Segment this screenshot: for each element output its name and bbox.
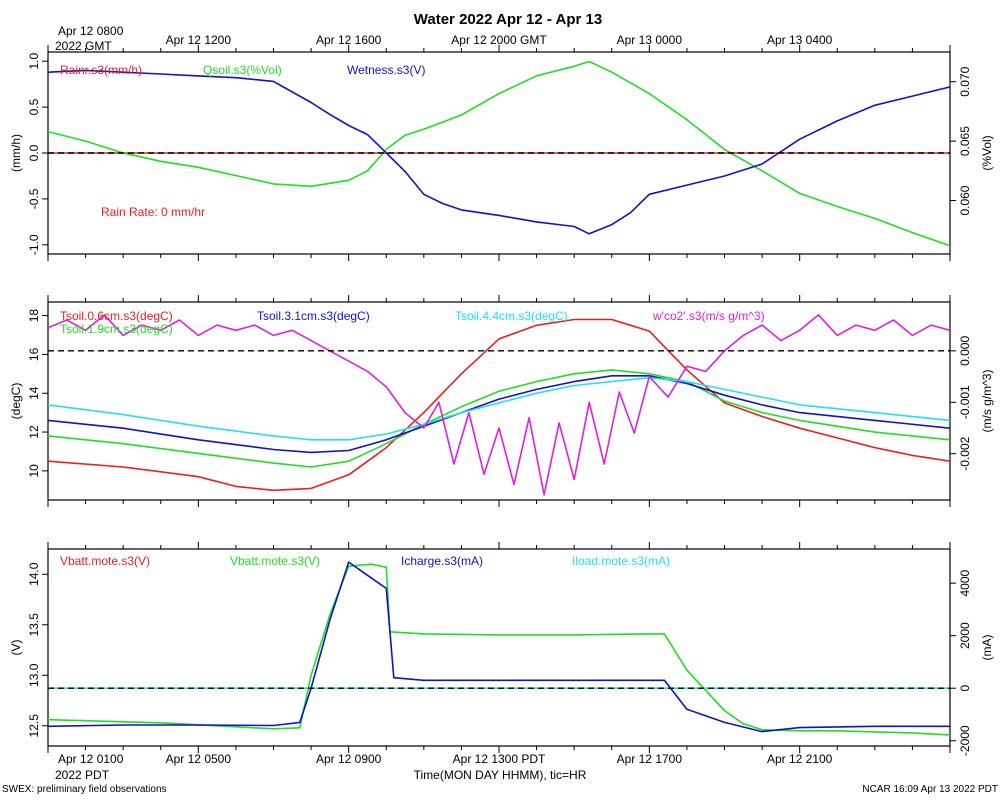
- left-y-tick-label: 16: [27, 347, 41, 361]
- right-y-axis-label: (m/s g/m^3): [980, 370, 994, 433]
- series-line: [48, 69, 950, 235]
- top-axis-time-label: Apr 12 1200: [166, 33, 232, 47]
- left-y-tick-label: 18: [27, 309, 41, 323]
- legend-entry: Tsoil.0.6cm.s3(degC): [60, 309, 173, 323]
- series-line: [48, 318, 950, 492]
- top-axis-first-label-line2: 2022 GMT: [55, 39, 112, 53]
- series-line: [48, 369, 950, 468]
- left-y-tick-label: 13.5: [27, 613, 41, 637]
- bottom-axis-time-label: Apr 12 1300 PDT: [453, 752, 546, 766]
- left-y-tick-label: 12.5: [27, 714, 41, 738]
- right-y-tick-label: 0.070: [958, 66, 972, 96]
- left-y-tick-label: 12: [27, 425, 41, 439]
- legend-entry: Rainr.s3(mm/h): [60, 63, 142, 77]
- bottom-time-axis: Apr 12 0100 2022 PDT Apr 12 0500 Apr 12 0…: [55, 752, 833, 782]
- plot-frame: [47, 548, 951, 747]
- left-y-tick-label: 13.0: [27, 663, 41, 687]
- right-y-tick-label: -0.002: [958, 436, 972, 470]
- bottom-axis-first-label-line2: 2022 PDT: [55, 768, 110, 782]
- series-layer: [48, 561, 950, 736]
- legend-entry: Tsoil.3.1cm.s3(degC): [257, 309, 370, 323]
- series-line: [48, 563, 950, 736]
- right-y-tick-label: -2000: [958, 725, 972, 756]
- left-y-tick-label: 0.0: [27, 144, 41, 161]
- left-y-axis-label: (V): [9, 640, 23, 656]
- left-y-tick-label: 0.5: [27, 98, 41, 115]
- series-line: [48, 60, 950, 247]
- right-y-tick-label: -0.001: [958, 385, 972, 419]
- bottom-axis-time-label: Apr 12 0900: [316, 752, 382, 766]
- legend-entry: Iload.mote.s3(mA): [572, 554, 670, 568]
- footer-left: SWEX: preliminary field observations: [2, 784, 167, 795]
- right-y-tick-label: 2000: [958, 622, 972, 649]
- right-y-axis-label: (mA): [980, 635, 994, 661]
- bottom-axis-first-label-line1: Apr 12 0100: [58, 752, 124, 766]
- series-layer: [48, 314, 950, 496]
- right-y-tick-label: 0.000: [958, 336, 972, 366]
- legend-entry: Tsoil.4.4cm.s3(degC): [455, 309, 568, 323]
- plot-frame: [47, 301, 951, 501]
- legend-entry: Vbatt.mote.s3(V): [60, 554, 150, 568]
- left-y-axis-label: (degC): [9, 383, 23, 420]
- bottom-axis-time-label: Apr 12 0500: [166, 752, 232, 766]
- x-axis-label: Time(MON DAY HHMM), tic=HR: [414, 768, 587, 782]
- left-y-tick-label: 14: [27, 386, 41, 400]
- series-line: [48, 374, 950, 454]
- power-panel: 14.0 13.5 13.0 12.5 (V) 4000 2000 0 -2000 (mA) Vba…: [9, 542, 994, 756]
- series-line: [48, 561, 950, 733]
- right-y-tick-label: 0.065: [958, 126, 972, 156]
- left-y-tick-label: 14.0: [27, 562, 41, 586]
- left-y-tick-label: 10: [27, 464, 41, 478]
- bottom-axis-time-label: Apr 12 1700: [617, 752, 683, 766]
- legend-entry: Wetness.s3(V): [347, 63, 425, 77]
- legend-entry: Qsoil.s3(%Vol): [203, 63, 282, 77]
- series-line: [48, 376, 950, 441]
- series-line: [48, 314, 950, 496]
- right-y-tick-label: 4000: [958, 569, 972, 596]
- top-axis-first-label-line1: Apr 12 0800: [58, 24, 124, 38]
- right-y-tick-label: 0.060: [958, 185, 972, 215]
- right-y-tick-label: 0: [958, 685, 972, 692]
- soil-temperature-panel: 18 16 14 12 10 (degC) 0.000 -0.001 -0.002 (m/s g/…: [9, 295, 994, 507]
- left-y-tick-label: -1.0: [27, 234, 41, 255]
- legend-entry: Vbatt.mote.s3(V): [230, 554, 320, 568]
- left-y-tick-label: 1.0: [27, 53, 41, 70]
- bottom-axis-time-label: Apr 12 2100: [767, 752, 833, 766]
- right-y-axis-label: (%Vol): [980, 135, 994, 170]
- top-time-axis: Apr 12 0800 2022 GMT Apr 12 1200 Apr 12 1…: [55, 24, 833, 53]
- legend-entry: Icharge.s3(mA): [401, 554, 483, 568]
- figure-title: Water 2022 Apr 12 - Apr 13: [414, 11, 602, 28]
- rain-rate-annotation: Rain Rate: 0 mm/hr: [101, 205, 205, 219]
- legend-entry: w'co2'.s3(m/s g/m^3): [652, 309, 765, 323]
- water-panel: 1.0 0.5 0.0 -0.5 -1.0 (mm/h) 0.070 0.065 0.060 (%…: [9, 45, 994, 261]
- footer-right: NCAR 16:09 Apr 13 2022 PDT: [862, 784, 998, 795]
- top-axis-time-label: Apr 13 0400: [767, 33, 833, 47]
- legend-entry: Tsoil.1.9cm.s3(degC): [60, 322, 173, 336]
- top-axis-time-label: Apr 13 0000: [617, 33, 683, 47]
- top-axis-time-label: Apr 12 2000 GMT: [451, 33, 547, 47]
- left-y-tick-label: -0.5: [27, 188, 41, 209]
- top-axis-time-label: Apr 12 1600: [316, 33, 382, 47]
- left-y-axis-label: (mm/h): [9, 134, 23, 172]
